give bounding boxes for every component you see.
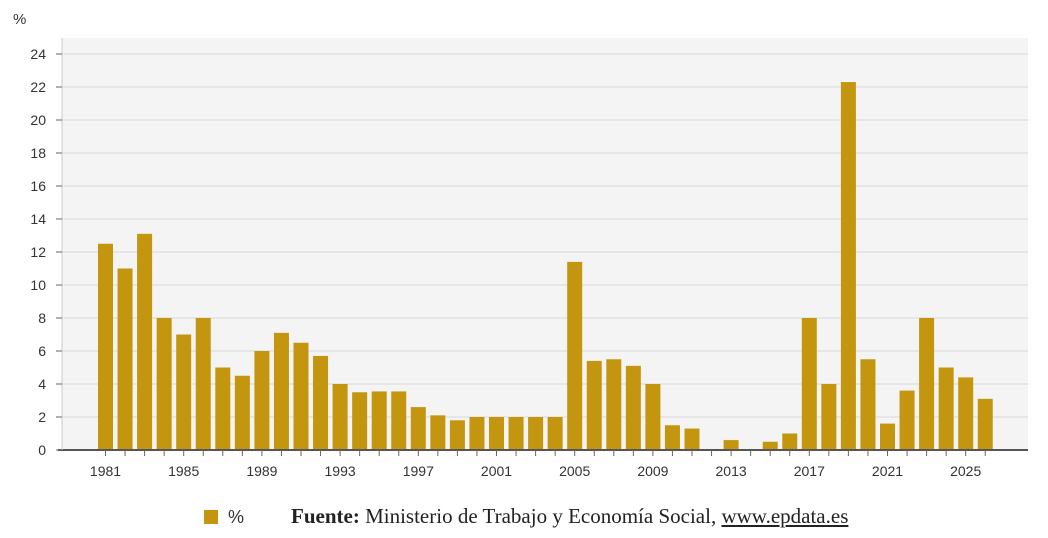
y-tick-label: 24 [30,46,46,62]
bar [117,268,133,450]
x-tick-label: 2021 [872,463,903,479]
bar [977,398,993,450]
x-tick-label: 1993 [325,463,356,479]
bar [469,417,485,450]
y-tick-label: 0 [38,442,46,458]
legend-swatch [204,510,218,524]
bar [528,417,544,450]
bar [273,332,289,450]
bars [98,82,993,451]
bar [410,407,426,450]
bar [156,318,172,450]
bar [586,360,602,450]
bar [489,417,504,450]
bar [293,342,309,450]
bar [313,355,329,450]
legend: % [204,505,244,529]
bar [782,433,798,450]
bar [332,384,348,450]
bar [723,440,739,450]
bar [234,375,250,450]
x-tick-label: 1989 [246,463,277,479]
bar [195,318,211,450]
y-axis-unit-label: % [13,11,26,28]
bar [625,365,641,450]
bar [860,359,876,450]
y-tick-label: 2 [38,409,46,425]
bar [508,417,524,450]
bar [958,377,974,450]
bar [606,359,622,450]
bar [664,425,680,450]
bar [547,417,563,450]
source-text: Ministerio de Trabajo y Economía Social, [359,504,722,528]
bar [880,423,895,450]
y-tick-label: 4 [38,376,46,392]
x-tick-label: 2025 [950,463,981,479]
x-tick-label: 1985 [168,463,199,479]
y-tick-label: 8 [38,310,46,326]
y-tick-label: 12 [30,244,46,260]
x-tick-label: 2009 [637,463,668,479]
bar [840,82,856,451]
source-prefix: Fuente: [291,504,360,528]
y-tick-label: 6 [38,343,46,359]
x-tick-label: 2005 [559,463,590,479]
bar [371,391,387,450]
bar [391,391,407,450]
bar [938,367,954,450]
bar [821,384,837,450]
source-link[interactable]: www.epdata.es [721,504,849,528]
y-tick-label: 10 [30,277,46,293]
bar [98,243,113,450]
bar [430,415,446,450]
x-tick-label: 2017 [794,463,825,479]
bar [919,318,935,450]
bar [762,441,778,450]
y-tick-label: 18 [30,145,46,161]
y-tick-label: 16 [30,178,46,194]
bar [684,428,700,450]
x-tick-label: 2013 [716,463,747,479]
bar [352,392,368,450]
bar [567,261,583,450]
source-note: Fuente: Ministerio de Trabajo y Economía… [291,504,848,529]
x-tick-label: 1981 [90,463,121,479]
bar [176,334,192,450]
y-tick-label: 20 [30,112,46,128]
x-axis-ticks: 1981 1985 1989 1993 1997 2001 2005 2009 2013 2017… [90,450,986,479]
bar [137,233,153,450]
y-tick-label: 14 [30,211,46,227]
x-tick-label: 2001 [481,463,512,479]
bar [899,390,915,450]
bar [645,384,661,450]
bar [215,367,231,450]
bar [801,318,817,450]
legend-label: % [228,506,245,527]
bar [449,420,465,450]
x-tick-label: 1997 [403,463,434,479]
gridlines [62,53,1028,418]
y-tick-label: 22 [30,79,46,95]
bar [254,351,270,450]
